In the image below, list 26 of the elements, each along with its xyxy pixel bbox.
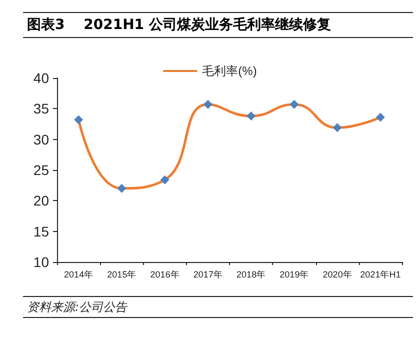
y-tick-label: 35 [33, 100, 50, 117]
y-tick-label: 10 [33, 254, 50, 270]
point [246, 112, 256, 121]
point [203, 100, 212, 109]
y-tick-label: 25 [33, 162, 50, 178]
point [117, 184, 126, 193]
y-tick-label: 40 [33, 70, 50, 86]
x-tick-label: 2020年 [322, 270, 352, 280]
x-tick-label: 2021年H1 [360, 270, 401, 280]
x-tick-label: 2019年 [280, 270, 309, 280]
point [290, 100, 299, 109]
y-tick-label: 15 [33, 223, 50, 240]
x-tick-label: 2018年 [236, 270, 266, 280]
text: 资料来源:公司公告 [23, 296, 413, 318]
legend-label: 毛利率(%) [202, 64, 257, 78]
point [376, 112, 385, 122]
y-tick-label: 30 [33, 131, 50, 148]
x-tick-label: 2016年 [150, 270, 180, 280]
y-tick-label: 20 [33, 192, 50, 209]
chart-title: 图表3 2021H1 公司煤炭业务毛利率继续修复 [23, 12, 413, 38]
x-tick-label: 2017年 [193, 270, 222, 280]
point [160, 175, 170, 184]
x-tick-label: 2014年 [64, 270, 94, 280]
point [332, 123, 342, 132]
x-tick-label: 2015年 [107, 270, 136, 280]
point [74, 115, 84, 124]
